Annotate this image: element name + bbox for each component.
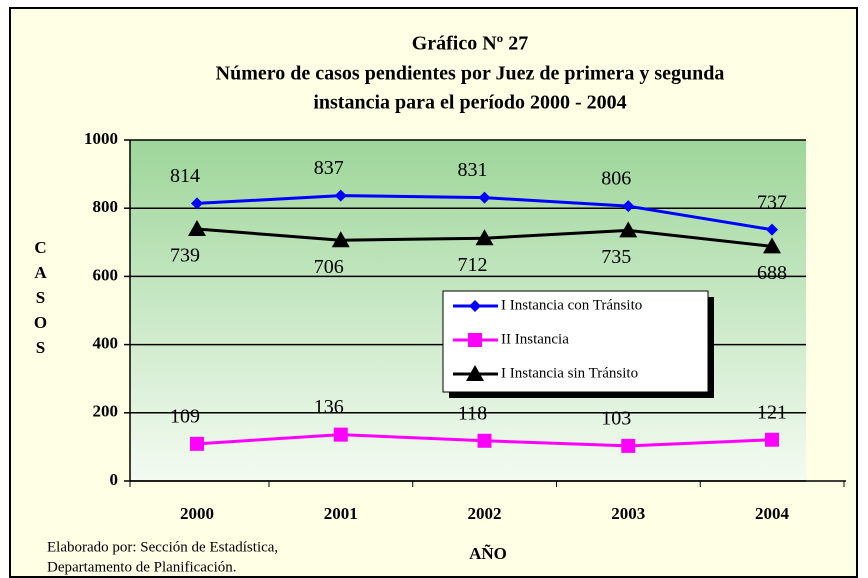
data-label: 737	[757, 191, 787, 213]
x-tick-label: 2002	[468, 504, 502, 523]
data-label: 837	[314, 157, 344, 179]
data-label: 118	[458, 402, 487, 424]
marker	[621, 438, 636, 453]
data-label: 688	[757, 262, 787, 284]
chart-subtitle: instancia para el período 2000 - 2004	[313, 92, 626, 114]
marker	[766, 223, 778, 236]
marker	[619, 221, 638, 238]
chart-subtitle: Número de casos pendientes por Juez de p…	[216, 63, 725, 85]
marker	[477, 433, 492, 448]
chart-title: Gráfico Nº 27	[412, 33, 529, 55]
marker	[190, 436, 204, 451]
data-label: 735	[601, 246, 631, 268]
data-label: 103	[601, 407, 631, 429]
marker	[331, 231, 350, 248]
data-label: 806	[601, 168, 631, 190]
x-tick-label: 2001	[324, 504, 358, 523]
legend-label: I Instancia con Tránsito	[501, 297, 642, 313]
y-tick-label: 600	[93, 265, 119, 284]
data-label: 739	[170, 245, 200, 267]
x-tick-label: 2000	[180, 504, 214, 523]
legend-label: I Instancia sin Tránsito	[501, 365, 638, 381]
y-tick-label: 0	[110, 470, 119, 489]
marker	[469, 300, 481, 312]
y-tick-label: 1000	[84, 129, 118, 148]
marker	[466, 365, 484, 381]
legend-label: II Instancia	[501, 331, 569, 347]
marker	[334, 189, 347, 202]
marker	[765, 432, 779, 447]
y-tick-label: 200	[93, 402, 119, 421]
data-label: 831	[458, 159, 488, 181]
data-label: 706	[314, 256, 344, 278]
data-label: 712	[458, 254, 488, 276]
x-axis-label: AÑO	[469, 544, 507, 563]
marker	[763, 237, 781, 254]
data-label: 814	[170, 165, 200, 187]
marker	[622, 200, 635, 213]
data-label: 109	[170, 405, 200, 427]
marker	[191, 197, 203, 210]
x-tick-label: 2004	[755, 504, 790, 523]
x-tick-label: 2003	[611, 504, 645, 523]
y-tick-label: 800	[93, 197, 119, 216]
data-label: 121	[757, 401, 787, 423]
marker	[468, 333, 482, 347]
y-tick-label: 400	[93, 334, 119, 353]
source-note: Departamento de Planificación.	[47, 559, 237, 575]
marker	[188, 220, 206, 237]
data-label: 136	[314, 396, 344, 418]
marker	[478, 191, 491, 204]
marker	[333, 427, 348, 442]
marker	[475, 229, 494, 246]
source-note: Elaborado por: Sección de Estadística,	[47, 539, 278, 555]
y-axis-label: CASOS	[31, 238, 50, 363]
